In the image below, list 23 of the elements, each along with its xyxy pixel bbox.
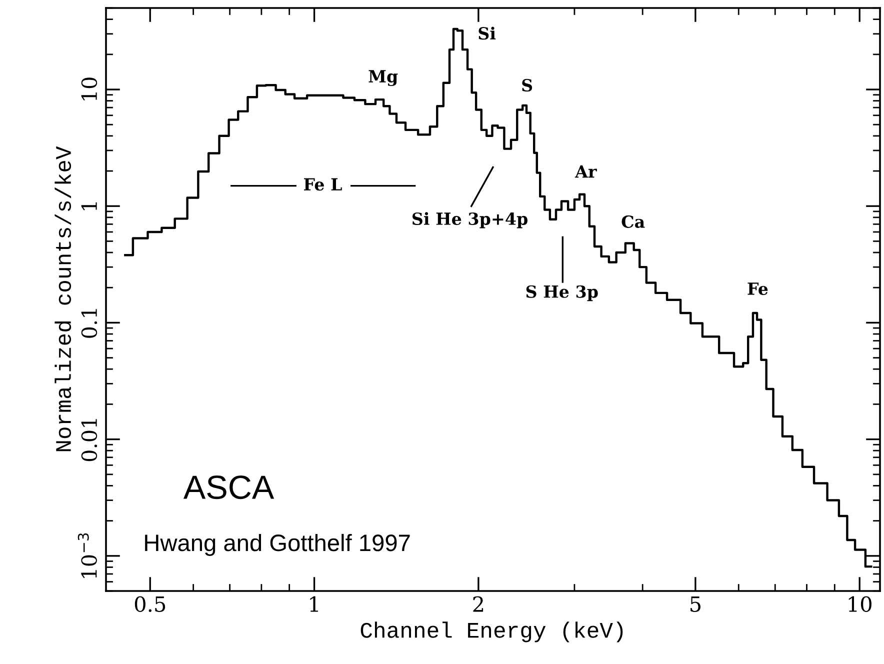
annotation: Hwang and Gotthelf 1997 <box>145 534 410 556</box>
x-tick-label: 2 <box>473 596 484 612</box>
annotation: Mg <box>368 70 398 86</box>
x-tick-label: 5 <box>690 596 700 612</box>
annotation: Fe <box>748 282 768 296</box>
annotation: Ca <box>622 215 645 228</box>
annotation: ASCA <box>183 475 274 500</box>
x-tick-label: 0.5 <box>134 596 166 612</box>
y-tick-label: 0.01 <box>81 419 98 462</box>
annotation: S <box>522 78 532 92</box>
annotation: Fe L <box>304 178 342 191</box>
y-axis-title: Normalized counts/s/keV <box>54 146 72 452</box>
annotation: S He 3p <box>526 285 598 302</box>
y-tick-label: 10$^{−3}$ <box>78 533 97 578</box>
y-tick-label: 0.1 <box>81 309 98 338</box>
x-tick-label: 1 <box>310 596 318 612</box>
annotation: Si He 3p+4p <box>412 212 528 228</box>
y-tick-label: 10 <box>81 78 98 100</box>
x-tick-label: 10 <box>848 596 872 612</box>
annotation: Ar <box>574 165 597 178</box>
x-axis-title: Channel Energy (keV) <box>360 622 623 642</box>
y-tick-label: 1 <box>81 202 97 210</box>
annotation: Si <box>478 26 496 40</box>
